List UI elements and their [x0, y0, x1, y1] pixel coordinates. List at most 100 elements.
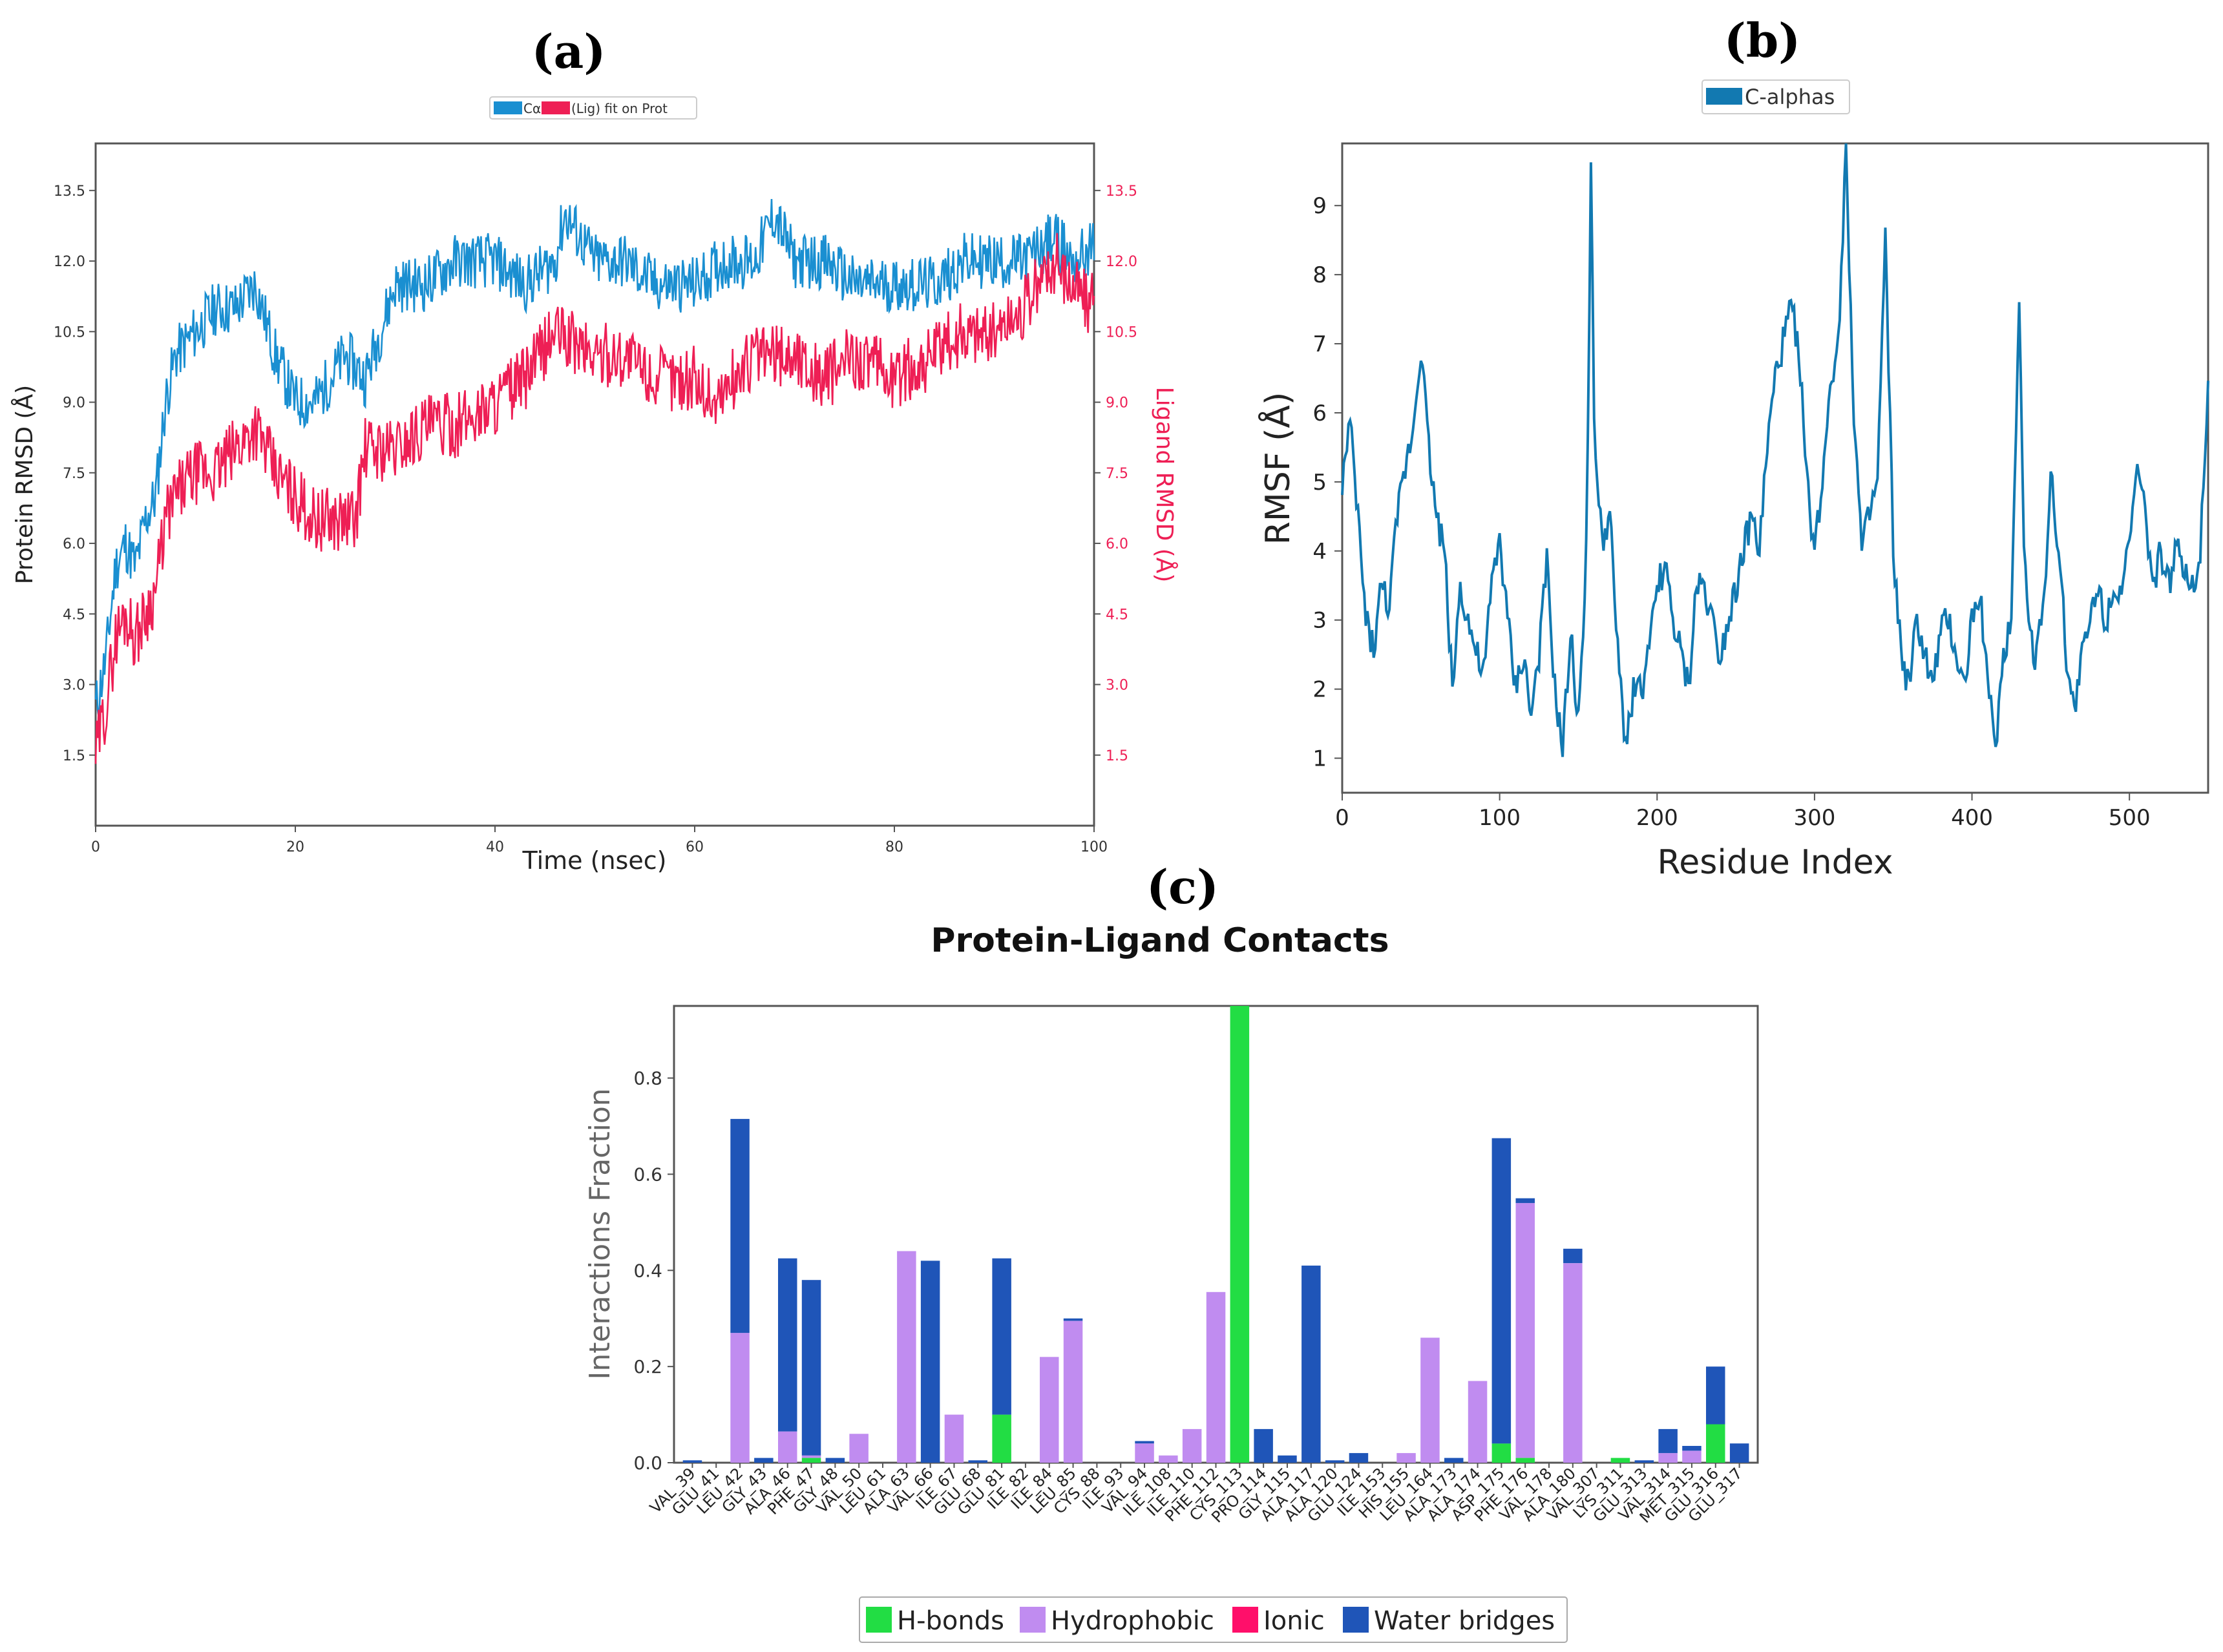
- bar-hydrophobic: [801, 1455, 821, 1458]
- y-tick-label-right-a: 12.0: [1106, 254, 1137, 270]
- bar-water-bridges: [1563, 1248, 1583, 1264]
- bar-water-bridges: [1254, 1428, 1273, 1463]
- y-tick-label-c: 0.8: [633, 1068, 662, 1089]
- bar-hydrophobic: [897, 1251, 916, 1463]
- legend-a: Cα (Lig) fit on Prot: [489, 96, 697, 120]
- y-tick-label-left-a: 3.0: [63, 678, 85, 694]
- bar-hydrophobic: [778, 1431, 797, 1463]
- bar-water-bridges: [1706, 1366, 1725, 1425]
- bar-hbonds: [1610, 1458, 1630, 1463]
- bar-hydrophobic: [1420, 1337, 1440, 1463]
- x-tick-label-b: 200: [1636, 805, 1678, 831]
- bar-hbonds: [1491, 1443, 1512, 1463]
- x-tick-label-b: 100: [1479, 805, 1521, 831]
- bar-water-bridges: [825, 1458, 845, 1463]
- bar-hydrophobic: [849, 1434, 869, 1463]
- y-tick-label-right-a: 4.5: [1106, 607, 1128, 623]
- y-tick-label-b: 7: [1312, 331, 1327, 357]
- y-tick-label-b: 3: [1312, 608, 1327, 634]
- bar-hbonds: [801, 1458, 821, 1463]
- bar-hydrophobic: [944, 1414, 964, 1463]
- y-tick-label-left-a: 9.0: [63, 395, 85, 412]
- chart-c-title: Protein-Ligand Contacts: [931, 921, 1389, 960]
- bar-water-bridges: [1349, 1453, 1369, 1463]
- bar-water-bridges: [1658, 1428, 1678, 1454]
- y-tick-label-b: 1: [1312, 746, 1327, 772]
- panel-label-b: (b): [1724, 13, 1800, 68]
- y-tick-label-right-a: 9.0: [1106, 395, 1128, 412]
- bar-hydrophobic: [1063, 1321, 1083, 1463]
- bar-water-bridges: [968, 1460, 987, 1463]
- chart-b: C-alphas 0 100 200 300 400 500 1 2 3 4 5 6 7 8 9 Resi…: [1258, 79, 2209, 882]
- y-tick-label-left-a: 10.5: [54, 324, 85, 340]
- y-axis-right-label-a: Ligand RMSD (Å): [1151, 387, 1179, 583]
- legend-c-swatch-hbonds: [866, 1607, 892, 1633]
- y-tick-label-left-a: 4.5: [63, 607, 85, 623]
- rmsf-line: [1341, 143, 2209, 757]
- bar-water-bridges: [1325, 1460, 1345, 1463]
- y-tick-label-b: 5: [1312, 470, 1327, 496]
- x-tick-label-b: 300: [1793, 805, 1835, 831]
- x-tick-label-a: 100: [1080, 839, 1108, 855]
- bar-hydrophobic: [1040, 1357, 1059, 1463]
- bar-hydrophobic: [1515, 1203, 1535, 1458]
- legend-c-label-water: Water bridges: [1374, 1606, 1555, 1636]
- bar-hbonds: [1706, 1424, 1725, 1463]
- bar-water-bridges: [778, 1258, 797, 1432]
- x-tick-label-a: 20: [286, 839, 304, 855]
- x-tick-label-b: 0: [1335, 805, 1349, 831]
- bar-water-bridges: [1444, 1458, 1464, 1463]
- bar-hydrophobic: [1206, 1291, 1226, 1463]
- bar-water-bridges: [682, 1460, 702, 1463]
- legend-c-swatch-water: [1343, 1607, 1369, 1633]
- y-tick-label-left-a: 6.0: [63, 536, 85, 552]
- bar-water-bridges: [1729, 1443, 1749, 1463]
- bar-hydrophobic: [1682, 1450, 1701, 1463]
- ligand-rmsd-line: [94, 233, 1095, 764]
- bar-water-bridges: [1301, 1265, 1321, 1463]
- plot-frame-a: [94, 142, 1095, 827]
- legend-a-label-ligand: (Lig) fit on Prot: [571, 101, 668, 116]
- bar-water-bridges: [1063, 1318, 1083, 1321]
- x-tick-label-a: 40: [486, 839, 504, 855]
- legend-c: H-bonds Hydrophobic Ionic Water bridges: [859, 1596, 1568, 1643]
- y-tick-label-right-a: 13.5: [1106, 183, 1137, 200]
- bar-water-bridges: [1515, 1198, 1535, 1204]
- legend-b: C-alphas: [1701, 79, 1850, 114]
- bar-hbonds: [1515, 1458, 1535, 1463]
- y-tick-label-b: 8: [1312, 262, 1327, 288]
- protein-rmsd-line: [94, 198, 1095, 716]
- bar-water-bridges: [1634, 1460, 1654, 1463]
- legend-a-label-protein: Cα: [523, 101, 541, 116]
- y-tick-label-left-a: 12.0: [54, 254, 85, 270]
- bar-hydrophobic: [1396, 1453, 1416, 1463]
- y-tick-label-c: 0.0: [633, 1452, 662, 1474]
- bar-hydrophobic: [1135, 1443, 1154, 1463]
- y-tick-label-right-a: 3.0: [1106, 678, 1128, 694]
- x-tick-label-b: 400: [1951, 805, 1993, 831]
- y-tick-label-b: 6: [1312, 401, 1327, 426]
- bar-water-bridges: [1135, 1441, 1154, 1444]
- x-tick-label-a: 60: [686, 839, 704, 855]
- bar-hbonds: [1230, 1006, 1250, 1463]
- y-tick-label-b: 4: [1312, 539, 1327, 565]
- bar-water-bridges: [992, 1258, 1011, 1415]
- legend-a-swatch-ligand: [542, 101, 570, 114]
- bar-water-bridges: [801, 1280, 821, 1456]
- y-axis-left-label-a: Protein RMSD (Å): [10, 385, 38, 584]
- bar-hydrophobic: [1159, 1455, 1178, 1463]
- y-tick-label-left-a: 7.5: [63, 466, 85, 482]
- legend-a-swatch-protein: [494, 101, 522, 114]
- legend-c-swatch-hydrophobic: [1020, 1607, 1046, 1633]
- legend-c-label-ionic: Ionic: [1263, 1606, 1325, 1636]
- y-tick-label-right-a: 7.5: [1106, 466, 1128, 482]
- bar-hydrophobic: [730, 1333, 750, 1463]
- legend-b-label: C-alphas: [1745, 85, 1835, 109]
- y-tick-label-b: 9: [1312, 193, 1327, 219]
- bar-water-bridges: [730, 1118, 750, 1333]
- y-tick-label-left-a: 1.5: [63, 748, 85, 764]
- chart-a: Cα (Lig) fit on Prot 0 20 40 60 80 100 1.5 1.5…: [10, 96, 1179, 875]
- y-tick-label-b: 2: [1312, 677, 1327, 703]
- bar-hydrophobic: [1468, 1381, 1488, 1463]
